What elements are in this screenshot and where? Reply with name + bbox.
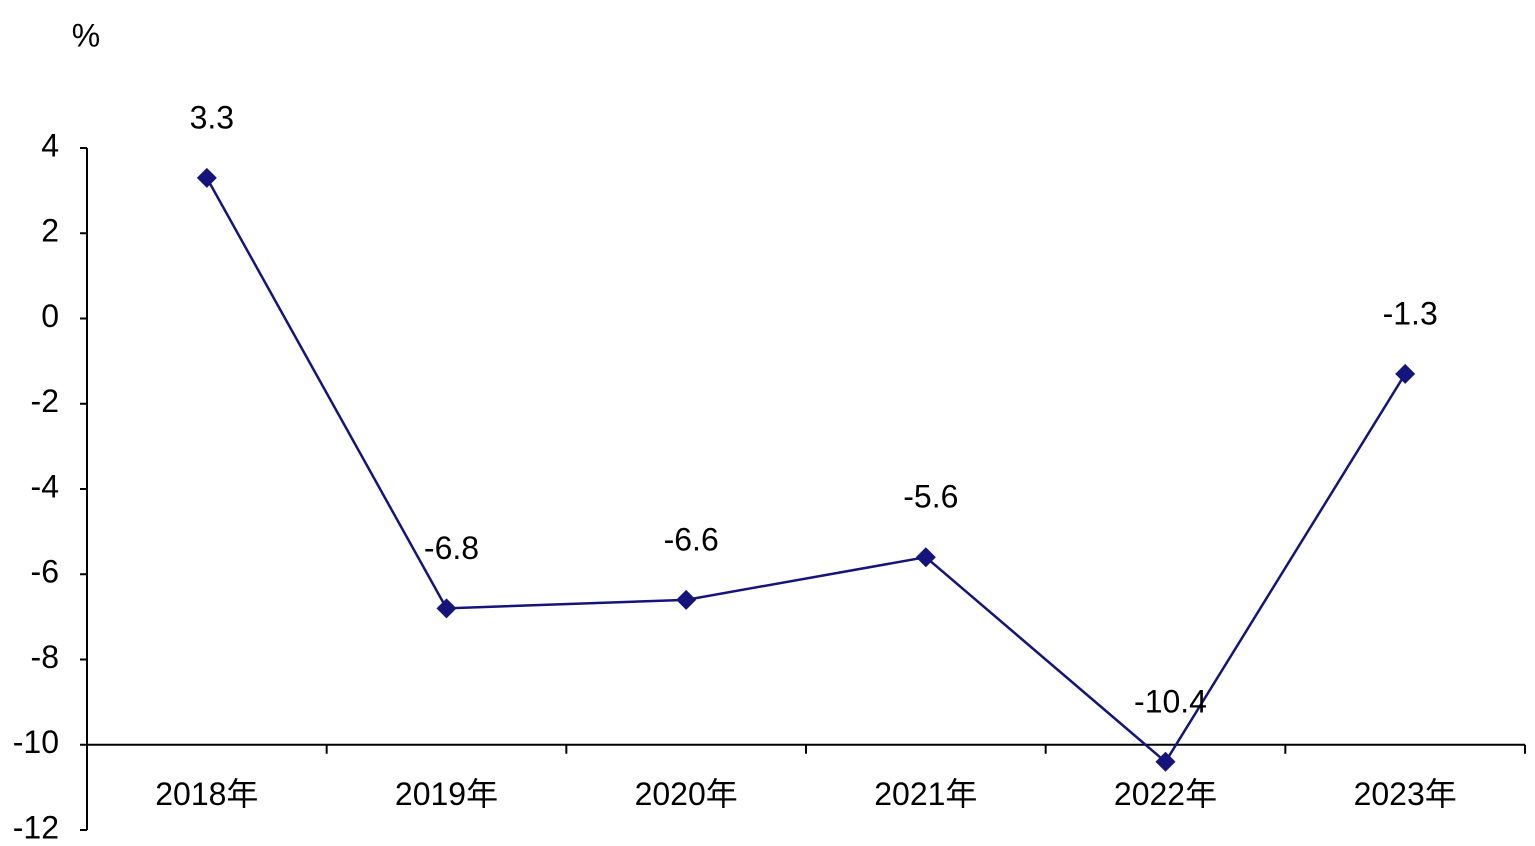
marker <box>1155 751 1176 772</box>
y-tick-label: -2 <box>31 383 59 419</box>
x-tick-label: 2018年 <box>155 776 258 812</box>
x-tick-label: 2019年 <box>395 776 498 812</box>
marker <box>436 598 457 619</box>
y-tick-label: -6 <box>31 554 59 590</box>
x-tick-label: 2021年 <box>874 776 977 812</box>
x-tick-label: 2023年 <box>1354 776 1457 812</box>
marker <box>196 167 217 188</box>
marker <box>915 547 936 568</box>
data-label: -5.6 <box>903 479 958 515</box>
y-tick-label: -10 <box>13 724 59 760</box>
y-tick-label: 4 <box>41 127 59 163</box>
y-tick-label: -4 <box>31 468 59 504</box>
data-label: -10.4 <box>1134 683 1207 719</box>
data-label: -6.8 <box>424 530 479 566</box>
data-label: 3.3 <box>190 99 234 135</box>
series-line <box>205 177 1407 764</box>
marker <box>1395 363 1416 384</box>
y-tick-label: -8 <box>31 639 59 675</box>
data-label: -1.3 <box>1383 295 1438 331</box>
x-tick-label: 2020年 <box>635 776 738 812</box>
y-tick-label: 0 <box>41 298 59 334</box>
data-label: -6.6 <box>664 521 719 557</box>
marker <box>676 589 697 610</box>
y-axis-unit: % <box>72 17 100 53</box>
y-tick-label: -12 <box>13 809 59 845</box>
x-tick-label: 2022年 <box>1114 776 1217 812</box>
y-tick-label: 2 <box>41 213 59 249</box>
